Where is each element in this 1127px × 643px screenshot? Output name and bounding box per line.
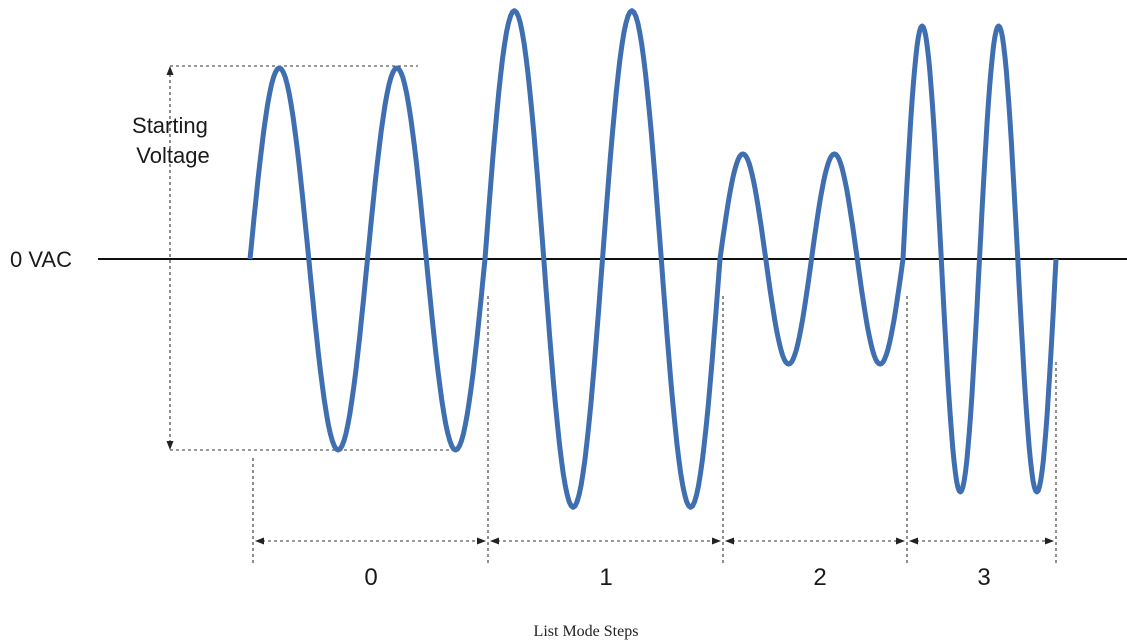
step-label-0: 0 xyxy=(364,564,377,591)
starting-voltage-label-line-2: Voltage xyxy=(136,143,209,168)
step-label-2: 2 xyxy=(813,564,826,591)
starting-voltage-label-line-1: Starting xyxy=(132,113,208,138)
starting-voltage-label: Starting Voltage xyxy=(132,113,214,168)
ac-voltage-waveform xyxy=(247,8,1059,510)
step-3-width-arrow xyxy=(909,537,1054,545)
step-width-arrows xyxy=(255,537,1054,545)
starting-voltage-up-arrowhead xyxy=(166,66,174,75)
step-0-width-arrow xyxy=(255,537,486,545)
step-boundaries xyxy=(252,296,1057,564)
list-mode-steps-caption: List Mode Steps xyxy=(534,623,639,640)
zero-vac-label: 0 VAC xyxy=(10,247,72,272)
starting-voltage-down-arrowhead xyxy=(166,441,174,450)
step-label-1: 1 xyxy=(599,564,612,591)
step-label-3: 3 xyxy=(977,564,990,591)
step-1-width-arrow xyxy=(490,537,721,545)
starting-voltage-dimension: Starting Voltage xyxy=(132,65,458,451)
step-2-width-arrow xyxy=(725,537,905,545)
